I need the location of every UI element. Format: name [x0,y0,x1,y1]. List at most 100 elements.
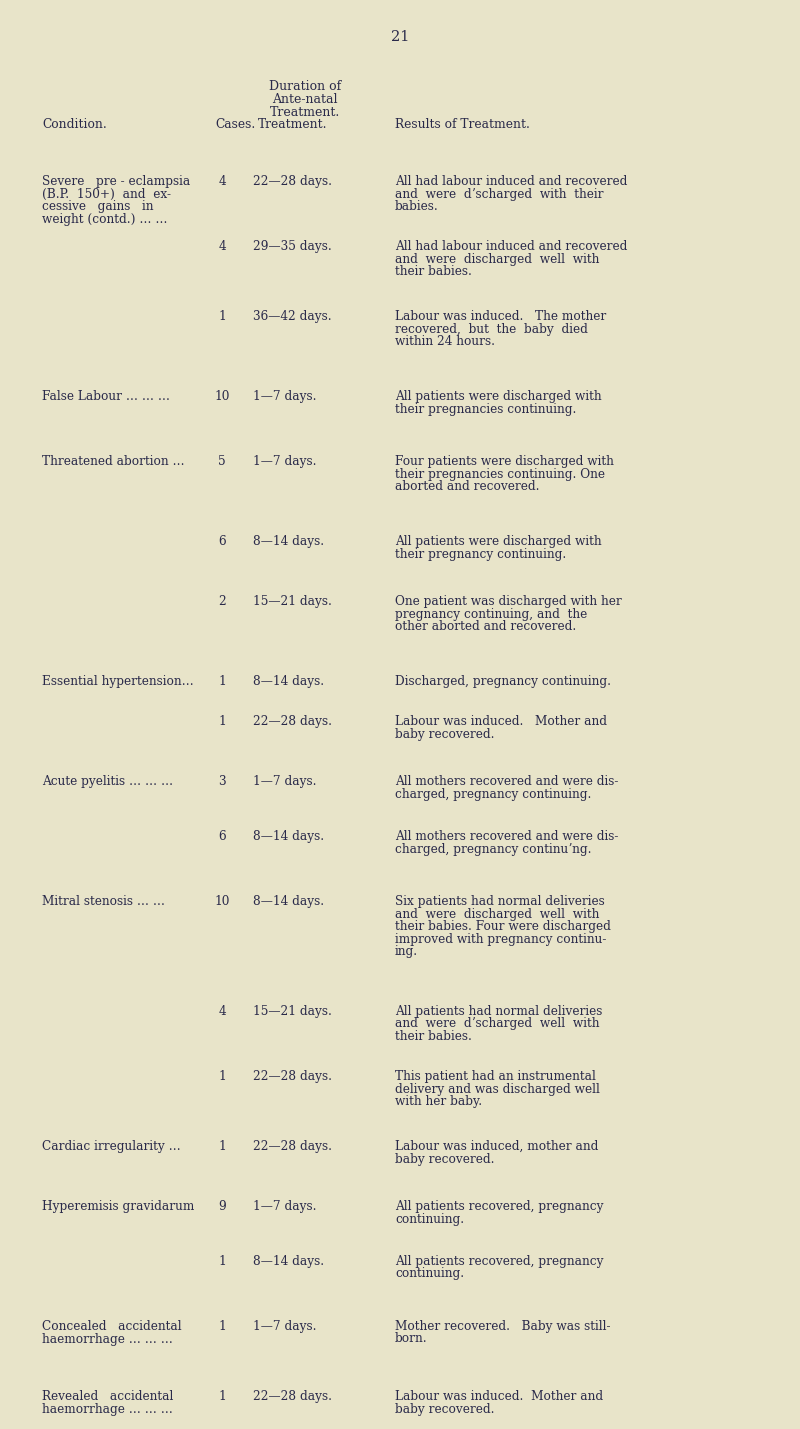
Text: 10: 10 [214,895,230,907]
Text: Essential hypertension…: Essential hypertension… [42,674,194,687]
Text: baby recovered.: baby recovered. [395,727,494,740]
Text: 1: 1 [218,310,226,323]
Text: All patients were discharged with: All patients were discharged with [395,534,602,547]
Text: 5: 5 [218,454,226,469]
Text: Revealed   accidental: Revealed accidental [42,1390,174,1403]
Text: Treatment.: Treatment. [270,106,340,119]
Text: 29—35 days.: 29—35 days. [253,240,332,253]
Text: and  were  dʼscharged  well  with: and were dʼscharged well with [395,1017,599,1030]
Text: baby recovered.: baby recovered. [395,1153,494,1166]
Text: with her baby.: with her baby. [395,1095,482,1107]
Text: 1: 1 [218,1390,226,1403]
Text: their pregnancies continuing. One: their pregnancies continuing. One [395,467,605,480]
Text: their babies.: their babies. [395,1030,472,1043]
Text: improved with pregnancy continu-: improved with pregnancy continu- [395,933,606,946]
Text: Ante-natal: Ante-natal [272,93,338,106]
Text: 8—14 days.: 8—14 days. [253,534,324,547]
Text: All patients recovered, pregnancy: All patients recovered, pregnancy [395,1200,603,1213]
Text: Condition.: Condition. [42,119,106,131]
Text: 22—28 days.: 22—28 days. [253,174,332,189]
Text: 1: 1 [218,1140,226,1153]
Text: continuing.: continuing. [395,1268,464,1280]
Text: False Labour … … …: False Labour … … … [42,390,170,403]
Text: Cardiac irregularity …: Cardiac irregularity … [42,1140,181,1153]
Text: aborted and recovered.: aborted and recovered. [395,480,539,493]
Text: 15—21 days.: 15—21 days. [253,594,332,607]
Text: Hyperemisis gravidarum: Hyperemisis gravidarum [42,1200,194,1213]
Text: 36—42 days.: 36—42 days. [253,310,332,323]
Text: Labour was induced.   The mother: Labour was induced. The mother [395,310,606,323]
Text: 15—21 days.: 15—21 days. [253,1005,332,1017]
Text: recovered,  but  the  baby  died: recovered, but the baby died [395,323,588,336]
Text: All patients were discharged with: All patients were discharged with [395,390,602,403]
Text: Acute pyelitis … … …: Acute pyelitis … … … [42,775,173,787]
Text: Results of Treatment.: Results of Treatment. [395,119,530,131]
Text: 3: 3 [218,775,226,787]
Text: their babies.: their babies. [395,264,472,279]
Text: baby recovered.: baby recovered. [395,1402,494,1416]
Text: 6: 6 [218,534,226,547]
Text: 22—28 days.: 22—28 days. [253,1390,332,1403]
Text: 1: 1 [218,1255,226,1268]
Text: 1—7 days.: 1—7 days. [253,1320,317,1333]
Text: (B.P.  150+)  and  ex-: (B.P. 150+) and ex- [42,187,171,200]
Text: 1—7 days.: 1—7 days. [253,390,317,403]
Text: cessive   gains   in: cessive gains in [42,200,154,213]
Text: their pregnancy continuing.: their pregnancy continuing. [395,547,566,560]
Text: 1—7 days.: 1—7 days. [253,1200,317,1213]
Text: Mother recovered.   Baby was still-: Mother recovered. Baby was still- [395,1320,610,1333]
Text: their pregnancies continuing.: their pregnancies continuing. [395,403,576,416]
Text: Mitral stenosis … …: Mitral stenosis … … [42,895,165,907]
Text: All had labour induced and recovered: All had labour induced and recovered [395,174,627,189]
Text: 8—14 days.: 8—14 days. [253,674,324,687]
Text: All patients recovered, pregnancy: All patients recovered, pregnancy [395,1255,603,1268]
Text: ing.: ing. [395,945,418,957]
Text: All patients had normal deliveries: All patients had normal deliveries [395,1005,602,1017]
Text: 8—14 days.: 8—14 days. [253,830,324,843]
Text: 1—7 days.: 1—7 days. [253,775,317,787]
Text: 8—14 days.: 8—14 days. [253,1255,324,1268]
Text: born.: born. [395,1332,428,1346]
Text: Four patients were discharged with: Four patients were discharged with [395,454,614,469]
Text: Discharged, pregnancy continuing.: Discharged, pregnancy continuing. [395,674,611,687]
Text: 1—7 days.: 1—7 days. [253,454,317,469]
Text: 4: 4 [218,1005,226,1017]
Text: continuing.: continuing. [395,1212,464,1226]
Text: 4: 4 [218,174,226,189]
Text: 1: 1 [218,674,226,687]
Text: Severe   pre - eclampsia: Severe pre - eclampsia [42,174,190,189]
Text: 1: 1 [218,1320,226,1333]
Text: All mothers recovered and were dis-: All mothers recovered and were dis- [395,830,618,843]
Text: and  were  discharged  well  with: and were discharged well with [395,907,599,920]
Text: 21: 21 [391,30,409,44]
Text: Labour was induced.  Mother and: Labour was induced. Mother and [395,1390,603,1403]
Text: Treatment.: Treatment. [258,119,327,131]
Text: Cases.: Cases. [215,119,255,131]
Text: pregnancy continuing, and  the: pregnancy continuing, and the [395,607,587,620]
Text: This patient had an instrumental: This patient had an instrumental [395,1070,596,1083]
Text: weight (contd.) … …: weight (contd.) … … [42,213,167,226]
Text: charged, pregnancy continuʼng.: charged, pregnancy continuʼng. [395,843,591,856]
Text: Concealed   accidental: Concealed accidental [42,1320,182,1333]
Text: 4: 4 [218,240,226,253]
Text: and  were  dʼscharged  with  their: and were dʼscharged with their [395,187,603,200]
Text: 1: 1 [218,1070,226,1083]
Text: other aborted and recovered.: other aborted and recovered. [395,620,576,633]
Text: babies.: babies. [395,200,438,213]
Text: Threatened abortion …: Threatened abortion … [42,454,185,469]
Text: 2: 2 [218,594,226,607]
Text: Six patients had normal deliveries: Six patients had normal deliveries [395,895,605,907]
Text: haemorrhage … … …: haemorrhage … … … [42,1332,173,1346]
Text: One patient was discharged with her: One patient was discharged with her [395,594,622,607]
Text: Duration of: Duration of [269,80,341,93]
Text: 22—28 days.: 22—28 days. [253,1070,332,1083]
Text: 22—28 days.: 22—28 days. [253,1140,332,1153]
Text: haemorrhage … … …: haemorrhage … … … [42,1402,173,1416]
Text: Labour was induced, mother and: Labour was induced, mother and [395,1140,598,1153]
Text: All mothers recovered and were dis-: All mothers recovered and were dis- [395,775,618,787]
Text: 10: 10 [214,390,230,403]
Text: 22—28 days.: 22—28 days. [253,714,332,727]
Text: 9: 9 [218,1200,226,1213]
Text: charged, pregnancy continuing.: charged, pregnancy continuing. [395,787,591,800]
Text: 8—14 days.: 8—14 days. [253,895,324,907]
